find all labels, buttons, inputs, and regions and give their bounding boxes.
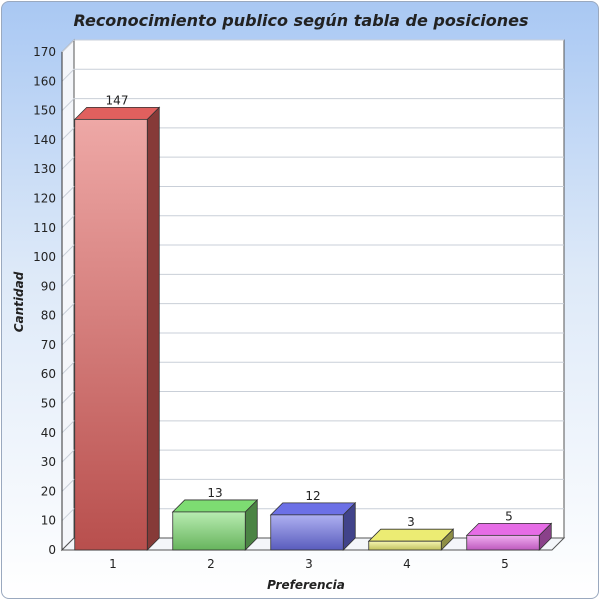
gridline: [61, 332, 564, 346]
bars: [73, 106, 553, 551]
bar-front: [172, 511, 246, 551]
bar-side: [146, 106, 160, 551]
y-tick-label: 50: [41, 397, 56, 411]
bar-top: [171, 499, 259, 513]
y-tick-label: 0: [48, 543, 56, 557]
y-tick-label: 90: [41, 279, 56, 293]
y-tick-label: 130: [33, 162, 56, 176]
x-tick-label: 4: [403, 557, 411, 571]
y-tick-label: 60: [41, 367, 56, 381]
bar-4: [367, 528, 455, 551]
bar-2: [171, 498, 259, 551]
gridline: [61, 273, 564, 287]
data-label: 3: [407, 515, 415, 529]
bar-top: [367, 528, 455, 542]
bar-top: [73, 106, 161, 120]
y-tick-label: 10: [41, 514, 56, 528]
gridlines: [61, 39, 564, 522]
gridline: [61, 98, 564, 111]
gridline: [61, 156, 564, 170]
gridline: [61, 508, 564, 522]
y-tick-label: 140: [33, 133, 56, 147]
side-wall: [61, 38, 75, 552]
x-axis-ticks: 1 2 3 4 5: [109, 557, 509, 571]
gridline: [61, 361, 564, 375]
gridline: [61, 215, 564, 229]
bar-1: [73, 106, 161, 551]
data-label: 147: [106, 93, 129, 107]
y-tick-label: 40: [41, 426, 56, 440]
bar-3: [269, 501, 357, 551]
y-axis-ticks: 0 10 20 30 40 50 60 70 80 90 100 110 120 130 140 150 160…: [33, 45, 63, 557]
gridline: [61, 127, 564, 141]
y-tick-label: 100: [33, 250, 56, 264]
gridline: [61, 303, 564, 317]
y-tick-label: 110: [33, 221, 56, 235]
y-tick-label: 120: [33, 191, 56, 205]
gridline: [61, 449, 564, 463]
data-label: 5: [505, 509, 513, 523]
y-tick-label: 20: [41, 484, 56, 498]
bar-front: [368, 540, 442, 551]
data-label: 13: [207, 486, 222, 500]
x-tick-label: 2: [207, 557, 215, 571]
gridline: [61, 39, 564, 53]
x-axis-title: Preferencia: [267, 578, 345, 592]
bar-top: [269, 502, 357, 516]
gridline: [61, 478, 564, 492]
x-tick-label: 1: [109, 557, 117, 571]
bar-front: [466, 534, 540, 551]
y-tick-label: 30: [41, 455, 56, 469]
gridline: [61, 68, 564, 82]
gridline: [61, 391, 564, 404]
chart-title: Reconocimiento publico según tabla de po…: [73, 11, 528, 30]
y-axis-title: Cantidad: [12, 271, 26, 332]
x-tick-label: 5: [501, 557, 509, 571]
bar-front: [270, 514, 344, 551]
gridline: [61, 420, 564, 434]
data-labels: 147 13 12 3 5: [106, 93, 513, 529]
gridline: [61, 244, 564, 258]
gridline: [61, 185, 564, 199]
y-tick-label: 170: [33, 45, 56, 59]
y-tick-label: 70: [41, 338, 56, 352]
x-tick-label: 3: [305, 557, 313, 571]
y-tick-label: 80: [41, 309, 56, 323]
bar-top: [465, 522, 553, 536]
bar-front: [74, 118, 148, 551]
y-tick-label: 160: [33, 74, 56, 88]
bar-5: [465, 522, 553, 551]
y-tick-label: 150: [33, 104, 56, 118]
data-label: 12: [305, 489, 320, 503]
